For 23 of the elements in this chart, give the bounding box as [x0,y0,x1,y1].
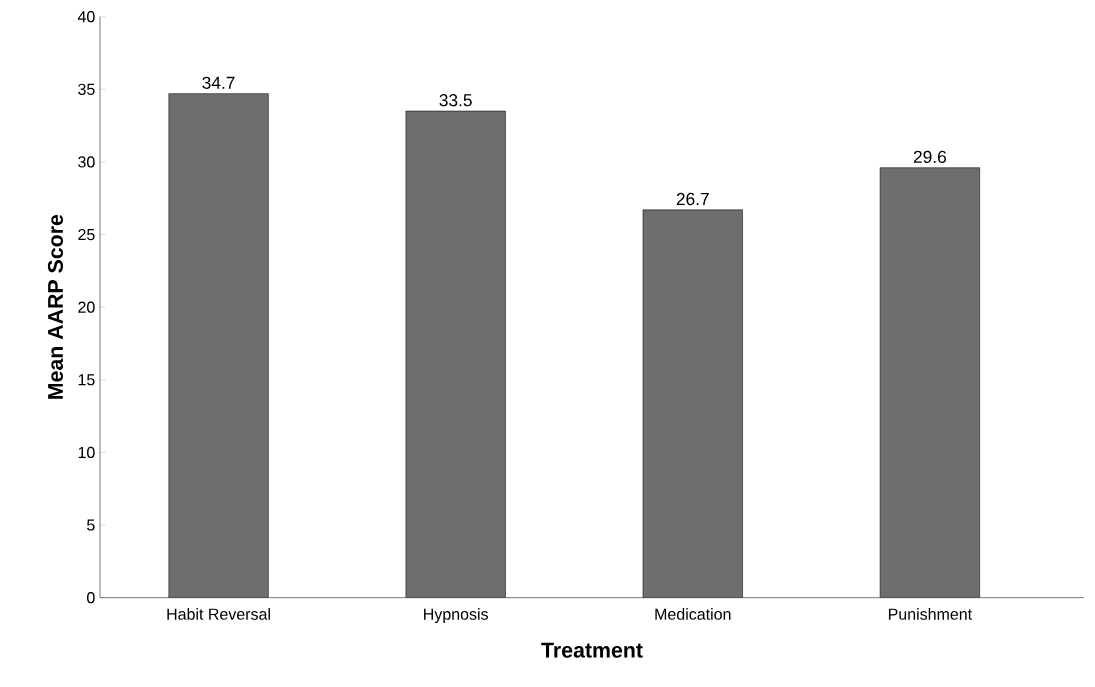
data-label: 33.5 [439,94,472,107]
x-tick-label: Medication [655,608,731,620]
y-tick-label: 25 [78,228,95,241]
bar [405,111,506,598]
y-tick-label: 35 [78,83,95,95]
x-tick-label: Hypnosis [424,608,488,623]
y-tick-label: 5 [87,519,95,531]
data-label: 34.7 [202,76,235,89]
data-label: 26.7 [676,192,709,206]
bar [879,167,980,598]
y-tick-label: 40 [77,11,95,23]
x-axis-title: Treatment [541,642,643,658]
y-tick-label: 15 [78,374,95,386]
data-label: 29.6 [913,150,946,164]
y-tick-label: 30 [78,156,95,168]
y-tick-label: 10 [78,446,95,459]
x-tick-label: Punishment [888,608,972,620]
y-axis-title: Mean AARP Score [47,214,64,399]
bar [642,209,743,598]
y-tick-label: 20 [78,301,95,313]
y-tick-label: 0 [87,592,95,604]
x-tick-label: Habit Reversal [167,608,270,620]
bar [168,93,269,598]
